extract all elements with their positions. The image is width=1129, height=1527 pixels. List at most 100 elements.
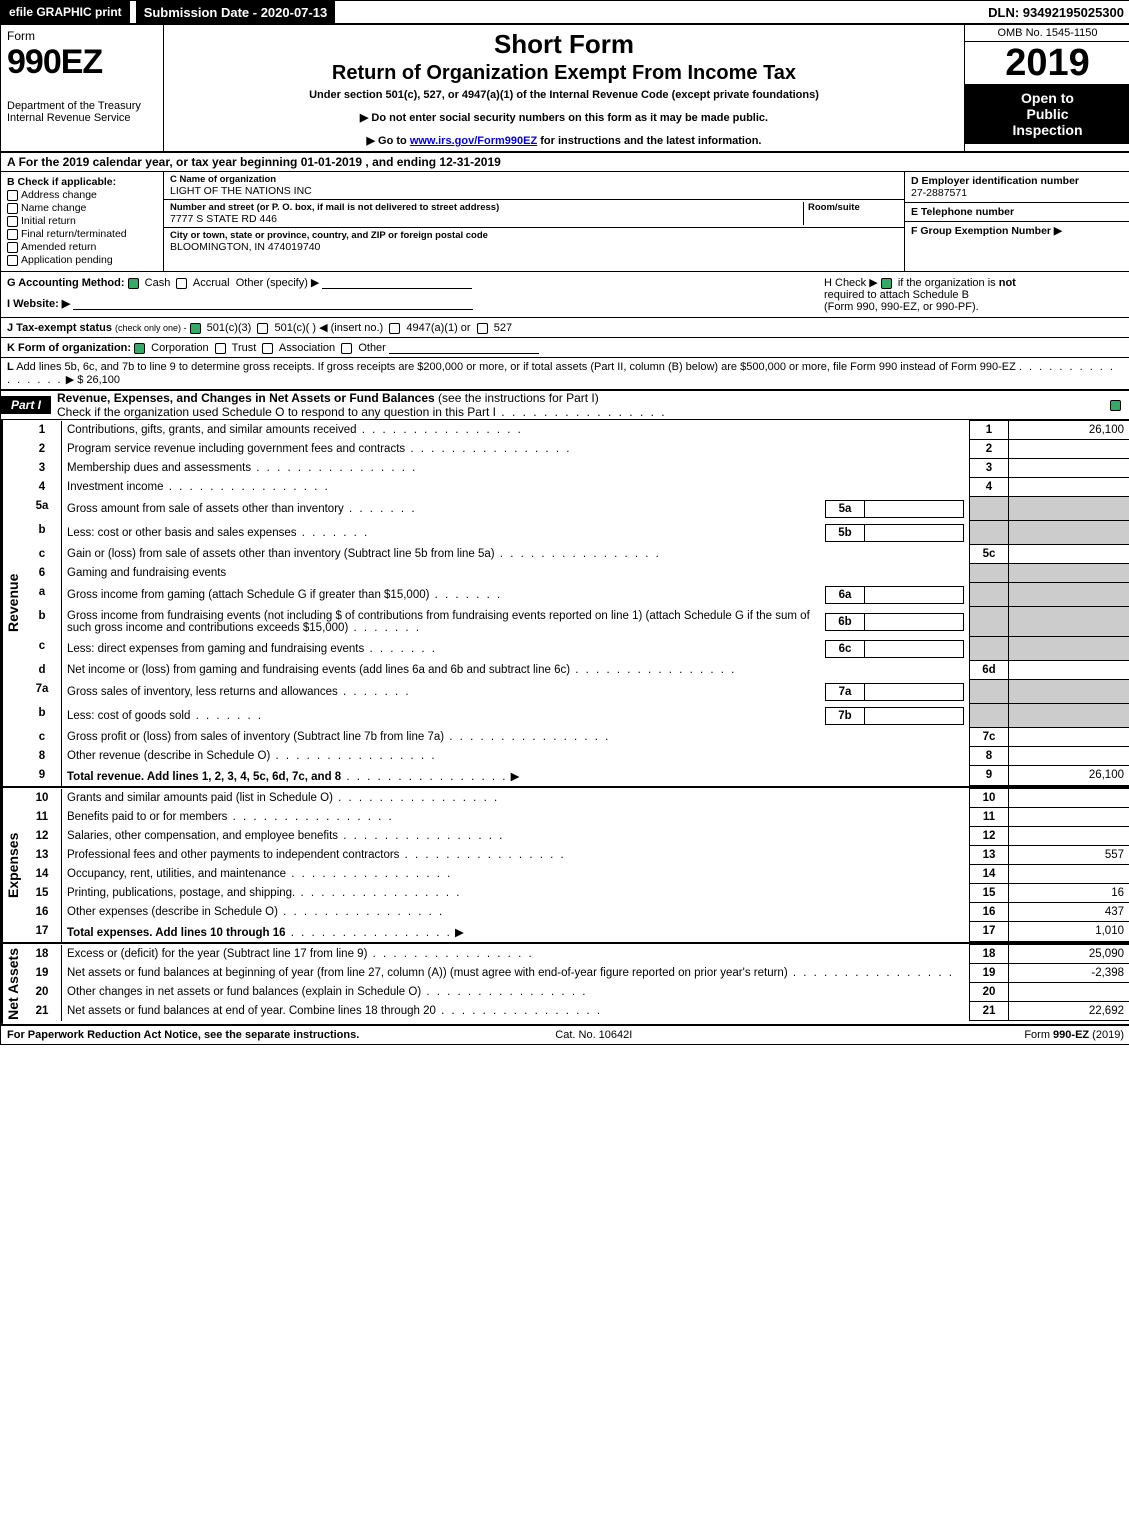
line-number: c	[23, 545, 62, 564]
ein-value: 27-2887571	[911, 187, 1124, 199]
table-row: 11Benefits paid to or for members11	[23, 808, 1129, 827]
table-row: 4Investment income4	[23, 478, 1129, 497]
mini-value[interactable]	[865, 586, 964, 604]
netassets-vlabel: Net Assets	[1, 944, 23, 1024]
mini-value[interactable]	[865, 500, 964, 518]
h-not: not	[999, 277, 1016, 289]
box-e: E Telephone number	[905, 203, 1129, 222]
box-f: F Group Exemption Number ▶	[905, 222, 1129, 240]
opt-corp: Corporation	[151, 342, 208, 354]
chk-association[interactable]	[262, 343, 273, 354]
other-org-line[interactable]	[389, 341, 539, 354]
line-description: Total revenue. Add lines 1, 2, 3, 4, 5c,…	[62, 766, 970, 786]
open-line-1: Open to	[967, 90, 1128, 106]
line-number: 1	[23, 421, 62, 440]
addr-label: Number and street (or P. O. box, if mail…	[170, 202, 803, 213]
line-code: 15	[970, 884, 1009, 903]
opt-name-change: Name change	[21, 202, 86, 214]
chk-501c3[interactable]	[190, 323, 201, 334]
opt-other-org: Other	[358, 342, 386, 354]
table-row: cGross profit or (loss) from sales of in…	[23, 728, 1129, 747]
table-row: 2Program service revenue including gover…	[23, 440, 1129, 459]
other-specify-line[interactable]	[322, 276, 472, 289]
line-description: Professional fees and other payments to …	[62, 846, 970, 865]
line-description: Gross sales of inventory, less returns a…	[62, 680, 970, 704]
mini-value[interactable]	[865, 613, 964, 631]
open-line-3: Inspection	[967, 122, 1128, 138]
part-1-header: Part I Revenue, Expenses, and Changes in…	[1, 391, 1129, 420]
table-row: 7aGross sales of inventory, less returns…	[23, 680, 1129, 704]
addr-row: Number and street (or P. O. box, if mail…	[164, 200, 904, 228]
line-value-grey	[1009, 564, 1129, 583]
part-1-title: Revenue, Expenses, and Changes in Net As…	[51, 391, 667, 419]
line-number: 5a	[23, 497, 62, 521]
line-code: 18	[970, 945, 1009, 964]
line-value	[1009, 440, 1129, 459]
opt-527: 527	[494, 322, 512, 334]
line-number: 7a	[23, 680, 62, 704]
chk-address-change[interactable]: Address change	[7, 189, 157, 201]
netassets-section: Net Assets 18Excess or (deficit) for the…	[1, 944, 1129, 1026]
no-ssn-line: ▶ Do not enter social security numbers o…	[172, 111, 956, 124]
table-row: 14Occupancy, rent, utilities, and mainte…	[23, 865, 1129, 884]
website-line[interactable]	[73, 297, 473, 310]
k-label: K Form of organization:	[7, 342, 131, 354]
g-label: G Accounting Method:	[7, 277, 125, 289]
expenses-vlabel: Expenses	[1, 788, 23, 942]
org-name-label: C Name of organization	[170, 174, 898, 185]
chk-initial-return[interactable]: Initial return	[7, 215, 157, 227]
line-number: d	[23, 661, 62, 680]
mini-code: 5b	[825, 524, 865, 542]
opt-other: Other (specify) ▶	[236, 277, 320, 289]
chk-other-org[interactable]	[341, 343, 352, 354]
line-value: 1,010	[1009, 922, 1129, 942]
irs-label: Internal Revenue Service	[7, 112, 157, 124]
l-text: Add lines 5b, 6c, and 7b to line 9 to de…	[16, 361, 1016, 373]
line-number: b	[23, 521, 62, 545]
irs-link[interactable]: www.irs.gov/Form990EZ	[410, 135, 537, 147]
submission-date-label: Submission Date - 2020-07-13	[136, 1, 336, 23]
mini-code: 6a	[825, 586, 865, 604]
opt-address-change: Address change	[21, 189, 97, 201]
line-description: Contributions, gifts, grants, and simila…	[62, 421, 970, 440]
opt-501c3: 501(c)(3)	[207, 322, 252, 334]
part-1-schedule-o-check[interactable]	[1110, 398, 1124, 412]
line-number: 17	[23, 922, 62, 942]
return-title: Return of Organization Exempt From Incom…	[172, 62, 956, 85]
mini-value[interactable]	[865, 524, 964, 542]
chk-amended-return[interactable]: Amended return	[7, 241, 157, 253]
chk-501c[interactable]	[257, 323, 268, 334]
chk-cash[interactable]	[128, 278, 139, 289]
mini-value[interactable]	[865, 707, 964, 725]
line-number: 3	[23, 459, 62, 478]
line-value	[1009, 865, 1129, 884]
mini-value[interactable]	[865, 640, 964, 658]
line-description: Excess or (deficit) for the year (Subtra…	[62, 945, 970, 964]
chk-application-pending[interactable]: Application pending	[7, 254, 157, 266]
line-number: 12	[23, 827, 62, 846]
chk-527[interactable]	[477, 323, 488, 334]
chk-corporation[interactable]	[134, 343, 145, 354]
chk-accrual[interactable]	[176, 278, 187, 289]
table-row: 8Other revenue (describe in Schedule O)8	[23, 747, 1129, 766]
insert-no: ◀ (insert no.)	[319, 322, 383, 334]
h-line2: required to attach Schedule B	[824, 289, 1124, 301]
mini-code: 7b	[825, 707, 865, 725]
chk-4947[interactable]	[389, 323, 400, 334]
chk-final-return[interactable]: Final return/terminated	[7, 228, 157, 240]
table-row: aGross income from gaming (attach Schedu…	[23, 583, 1129, 607]
line-value	[1009, 545, 1129, 564]
line-number: 19	[23, 964, 62, 983]
chk-trust[interactable]	[215, 343, 226, 354]
line-code: 13	[970, 846, 1009, 865]
line-value	[1009, 747, 1129, 766]
chk-h[interactable]	[881, 278, 892, 289]
line-description: Gaming and fundraising events	[62, 564, 970, 583]
phone-label: E Telephone number	[911, 206, 1124, 218]
efile-print-button[interactable]: efile GRAPHIC print	[1, 1, 130, 23]
mini-code: 6c	[825, 640, 865, 658]
line-code: 10	[970, 789, 1009, 808]
table-row: 1Contributions, gifts, grants, and simil…	[23, 421, 1129, 440]
chk-name-change[interactable]: Name change	[7, 202, 157, 214]
mini-value[interactable]	[865, 683, 964, 701]
